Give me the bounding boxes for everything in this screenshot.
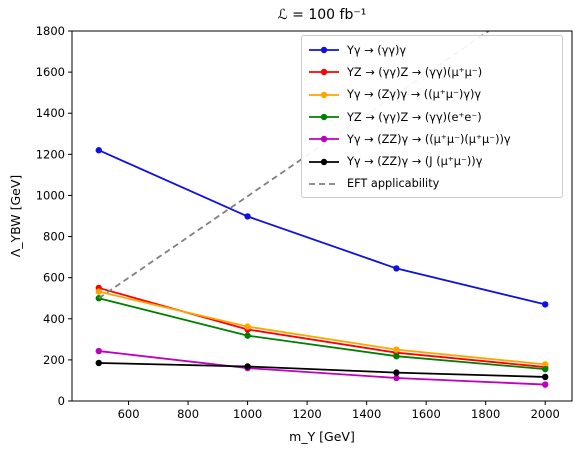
y-tick-label: 800 <box>43 230 65 244</box>
legend-swatch <box>309 91 339 98</box>
data-point <box>542 373 549 381</box>
data-point <box>393 346 400 353</box>
data-point <box>244 323 251 330</box>
x-tick-label: 1200 <box>292 407 321 421</box>
x-tick-label: 2000 <box>531 407 560 421</box>
x-tick-label: 1400 <box>352 407 381 421</box>
legend-label: YZ → (γγ)Z → (γγ)(e⁺e⁻) <box>347 110 482 124</box>
data-point <box>393 369 400 376</box>
legend-item: Yγ → (ZZ)γ → (J (μ⁺μ⁻))γ <box>308 150 556 172</box>
legend-label: Yγ → (ZZ)γ → ((μ⁺μ⁻)(μ⁺μ⁻))γ <box>347 132 511 146</box>
data-point <box>542 365 549 373</box>
legend-swatch <box>309 113 339 121</box>
legend-label: EFT applicability <box>347 177 440 191</box>
series-line <box>98 297 546 371</box>
data-point <box>542 301 549 308</box>
legend-swatch <box>309 69 339 76</box>
x-tick-label: 1800 <box>471 407 500 421</box>
data-point <box>95 359 102 367</box>
series-line <box>98 350 546 386</box>
x-axis-label: m_Y [GeV] <box>289 429 355 444</box>
data-point <box>95 288 102 295</box>
y-tick-label: 0 <box>58 394 65 408</box>
series-line <box>98 149 546 306</box>
series-line <box>98 362 546 378</box>
x-axis: 600 800 1000 1200 1400 1600 1800 2000 <box>118 401 560 421</box>
data-point <box>542 361 549 368</box>
data-point <box>244 332 251 339</box>
series-line <box>98 290 546 366</box>
x-tick-label: 1000 <box>233 407 262 421</box>
data-point <box>393 352 400 360</box>
legend-swatch <box>309 136 339 143</box>
chart-title: ℒ = 100 fb⁻¹ <box>278 7 367 23</box>
legend-item: Yγ → (Zγ)γ → ((μ⁺μ⁻)γ)γ <box>308 84 556 106</box>
y-tick-label: 1400 <box>36 106 65 120</box>
data-point <box>244 213 251 220</box>
legend: Yγ → (γγ)γ YZ → (γγ)Z → (γγ)(μ⁺μ⁻) Yγ → (Z… <box>301 35 563 199</box>
y-tick-label: 400 <box>43 312 65 326</box>
y-tick-label: 200 <box>43 353 65 367</box>
series-line <box>98 287 546 368</box>
data-point <box>95 147 102 154</box>
legend-label: YZ → (γγ)Z → (γγ)(μ⁺μ⁻) <box>347 65 483 79</box>
data-point <box>95 347 102 355</box>
legend-item: EFT applicability <box>308 173 556 195</box>
x-tick-label: 1600 <box>412 407 441 421</box>
legend-swatch <box>309 158 339 165</box>
data-point <box>542 381 549 388</box>
data-point <box>393 265 400 272</box>
legend-item: YZ → (γγ)Z → (γγ)(e⁺e⁻) <box>308 106 556 128</box>
y-tick-label: 1800 <box>36 24 65 38</box>
legend-swatch <box>309 183 339 185</box>
y-tick-label: 1000 <box>36 188 65 202</box>
legend-item: YZ → (γγ)Z → (γγ)(μ⁺μ⁻) <box>308 61 556 83</box>
x-tick-label: 600 <box>118 407 140 421</box>
y-tick-label: 1200 <box>36 147 65 161</box>
y-tick-label: 600 <box>43 271 65 285</box>
data-point <box>244 363 251 370</box>
x-tick-label: 800 <box>177 407 199 421</box>
plot-frame <box>71 30 573 402</box>
legend-label: Yγ → (ZZ)γ → (J (μ⁺μ⁻))γ <box>347 155 483 169</box>
data-point <box>393 374 400 382</box>
legend-swatch <box>309 46 339 54</box>
y-axis-label: Λ_YBW [GeV] <box>8 175 23 258</box>
y-tick-label: 1600 <box>36 65 65 79</box>
legend-label: Yγ → (γγ)γ <box>347 43 407 57</box>
legend-item: Yγ → (γγ)γ <box>308 39 556 61</box>
legend-label: Yγ → (Zγ)γ → ((μ⁺μ⁻)γ)γ <box>347 88 482 102</box>
y-axis: 0 200 400 600 800 1000 1200 1400 1600 1800 <box>36 24 72 408</box>
legend-item: Yγ → (ZZ)γ → ((μ⁺μ⁻)(μ⁺μ⁻))γ <box>308 128 556 150</box>
